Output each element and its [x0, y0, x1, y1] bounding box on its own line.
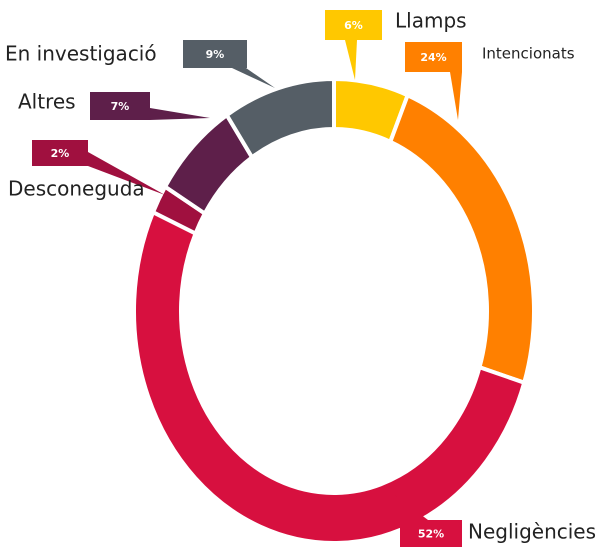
- callout-box: [325, 10, 382, 40]
- callout-box: [405, 42, 462, 72]
- callout-tail: [345, 40, 357, 80]
- category-label: Llamps: [395, 9, 467, 33]
- category-label: Intencionats: [482, 45, 575, 63]
- callout-box: [32, 140, 88, 166]
- callout-tail: [150, 108, 210, 120]
- category-label: Negligències: [468, 520, 596, 544]
- callout-tail: [395, 495, 428, 520]
- callout-box: [400, 520, 462, 547]
- value-label: 24%: [420, 51, 446, 64]
- value-label: 52%: [418, 528, 444, 541]
- callout-tail: [450, 72, 462, 120]
- callout-tail: [232, 68, 275, 88]
- callout-box: [183, 40, 247, 68]
- donut-segment: [132, 209, 527, 546]
- category-label: Desconeguda: [8, 177, 145, 201]
- value-label: 7%: [111, 100, 130, 113]
- donut-segment: [224, 76, 336, 161]
- category-label: Altres: [18, 90, 76, 114]
- value-label: 2%: [51, 147, 70, 160]
- callout-tail: [88, 152, 165, 195]
- donut-segment: [387, 92, 536, 386]
- value-label: 9%: [206, 48, 225, 61]
- category-label: En investigació: [5, 42, 157, 66]
- callout-box: [90, 92, 150, 120]
- value-label: 6%: [344, 19, 363, 32]
